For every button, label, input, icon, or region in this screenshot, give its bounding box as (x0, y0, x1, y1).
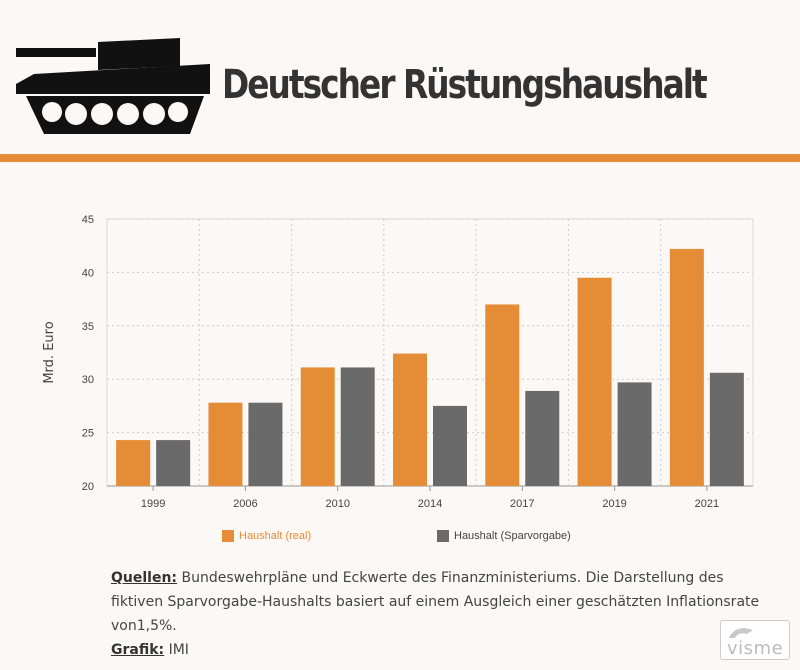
bar-sparvorgabe (709, 372, 744, 486)
legend-swatch-spar (437, 530, 449, 542)
bar-real (393, 353, 427, 486)
legend-label-real: Haushalt (real) (239, 530, 312, 542)
bar-chart: 20 25 30 35 40 45 1999 2006 2010 2014 2017 2019 2021… (42, 214, 754, 510)
y-axis-label: Mrd. Euro (42, 321, 57, 383)
y-tick-label: 20 (82, 481, 94, 493)
plot-area (106, 218, 754, 487)
visme-mark-icon (729, 628, 753, 638)
bar-real (669, 248, 704, 486)
bar-real (485, 304, 520, 486)
bar-sparvorgabe (156, 440, 191, 486)
bar-sparvorgabe (617, 382, 652, 486)
x-tick-label: 2014 (418, 498, 442, 510)
page-title: Deutscher Rüstungshaushalt (222, 62, 708, 108)
x-tick-label: 2010 (325, 498, 349, 510)
x-tick-label: 2019 (602, 498, 626, 510)
grafik-line: Grafik: IMI (111, 638, 771, 662)
header: Deutscher Rüstungshaushalt (0, 0, 800, 154)
legend-item-spar: Haushalt (Sparvorgabe) (437, 530, 571, 542)
legend-item-real: Haushalt (real) (222, 530, 311, 542)
sources-text: Bundeswehrpläne und Eckwerte des Finanzm… (111, 570, 760, 634)
y-tick-label: 40 (82, 267, 94, 279)
accent-rule (0, 154, 800, 162)
bar-real (577, 277, 612, 486)
tank-icon (16, 38, 210, 134)
x-tick-label: 2006 (233, 498, 257, 510)
bar-sparvorgabe (248, 402, 283, 486)
chart-legend: Haushalt (real) Haushalt (Sparvorgabe) (0, 530, 800, 550)
grafik-label: Grafik: (111, 642, 165, 658)
y-tick-label: 35 (82, 321, 94, 333)
bar-real (300, 367, 335, 486)
grafik-text: IMI (168, 642, 189, 658)
y-tick-label: 45 (82, 214, 94, 226)
bar-real (208, 402, 243, 486)
y-tick-label: 25 (82, 428, 94, 440)
bar-sparvorgabe (340, 367, 375, 486)
legend-label-spar: Haushalt (Sparvorgabe) (454, 530, 571, 542)
bar-sparvorgabe (433, 405, 467, 486)
visme-logo-text: visme (727, 638, 784, 659)
sources-line: Quellen: Bundeswehrpläne und Eckwerte de… (111, 566, 771, 638)
sources-note: Quellen: Bundeswehrpläne und Eckwerte de… (111, 566, 771, 662)
x-tick-label: 2017 (510, 498, 534, 510)
bar-sparvorgabe (525, 390, 560, 486)
legend-swatch-real (222, 530, 234, 542)
visme-logo[interactable]: visme (720, 620, 790, 660)
bar-real (116, 440, 151, 486)
x-tick-label: 2021 (695, 498, 719, 510)
x-tick-label: 1999 (141, 498, 165, 510)
y-tick-label: 30 (82, 374, 94, 386)
sources-label: Quellen: (111, 570, 178, 586)
